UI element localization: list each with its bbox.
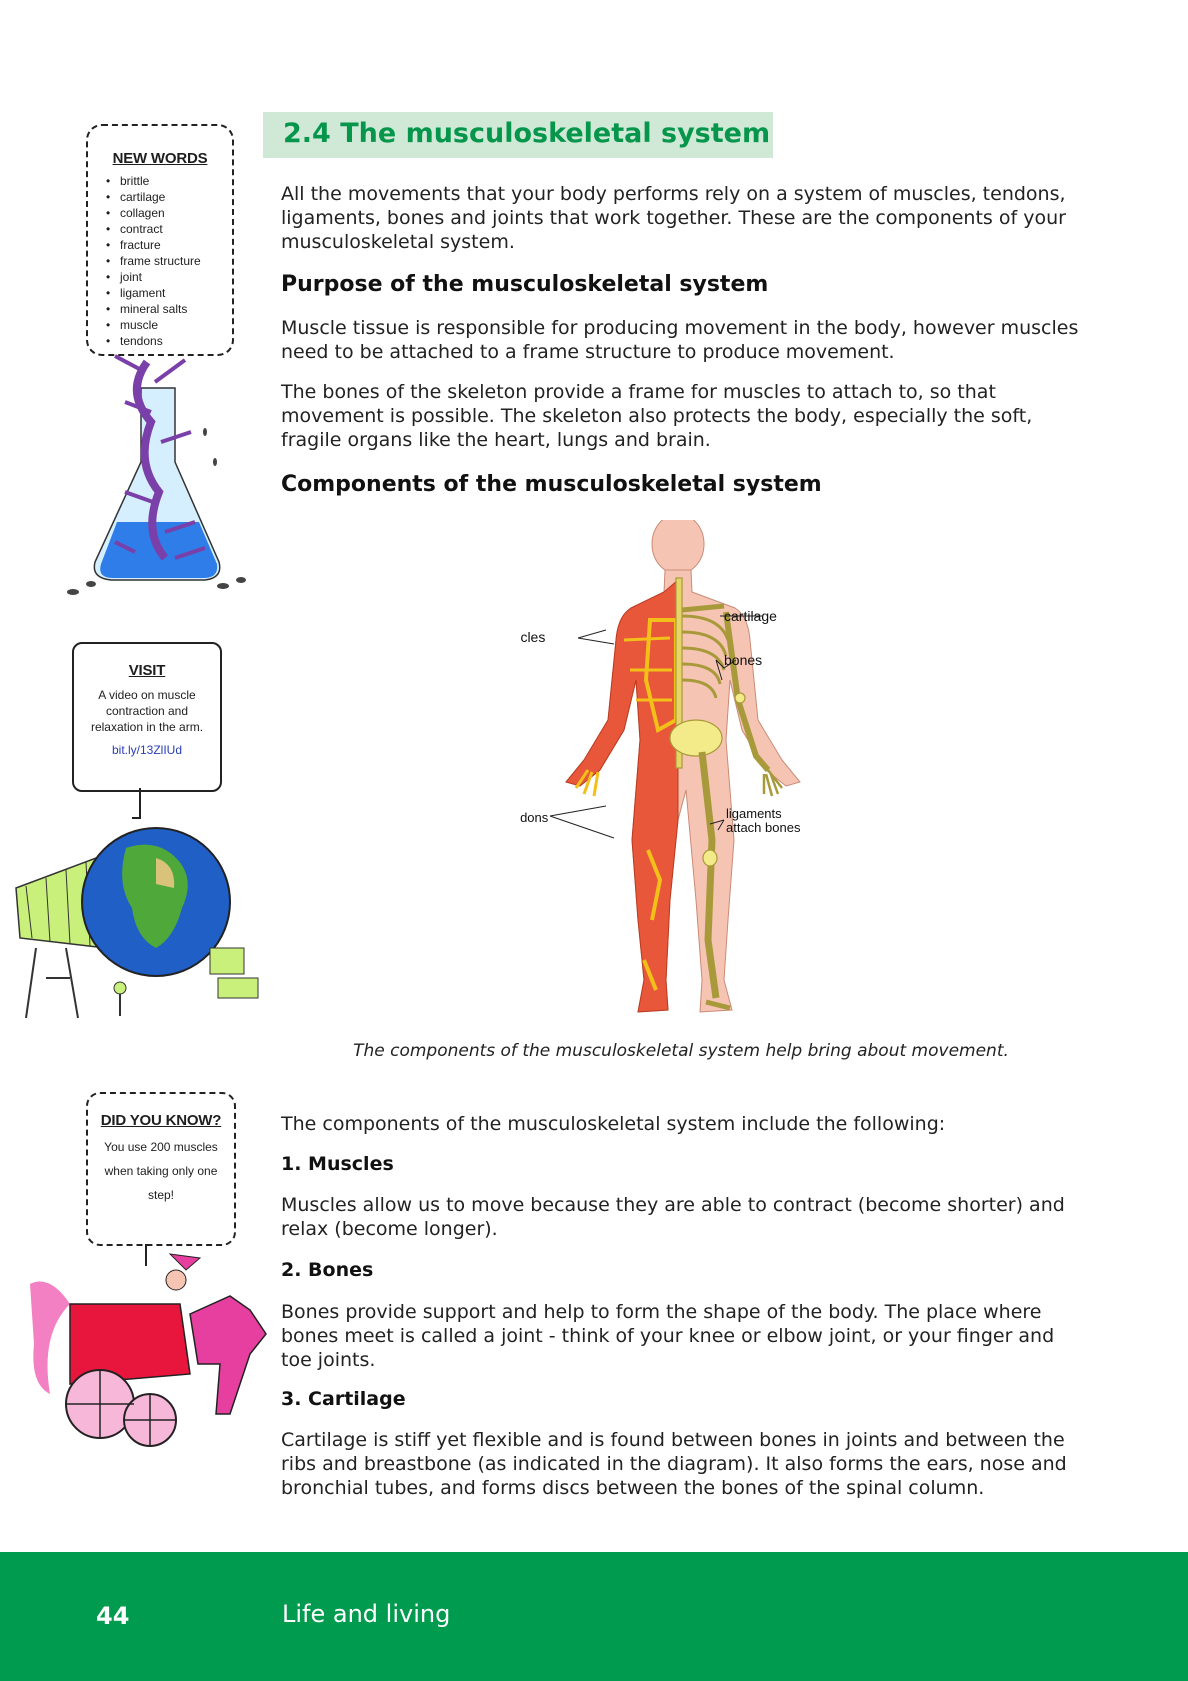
cartilage-heading: 3. Cartilage: [281, 1388, 406, 1410]
purpose-paragraph-2: The bones of the skeleton provide a fram…: [281, 381, 1033, 451]
label-ligaments-line1: ligaments: [726, 806, 782, 821]
new-words-box: NEW WORDS brittle cartilage collagen con…: [86, 124, 234, 356]
did-you-know-box: DID YOU KNOW? You use 200 muscles when t…: [86, 1092, 236, 1246]
new-word-item: tendons: [106, 333, 232, 349]
bones-heading: 2. Bones: [281, 1259, 374, 1281]
footer-title: Life and living: [282, 1600, 451, 1628]
cartilage-paragraph: Cartilage is stiff yet flexible and is f…: [281, 1429, 1067, 1499]
label-cartilage: cartilage: [724, 608, 777, 624]
page-number: 44: [96, 1602, 130, 1630]
new-word-item: joint: [106, 269, 232, 285]
components-heading: Components of the musculoskeletal system: [281, 472, 822, 497]
diagram-caption: The components of the musculoskeletal sy…: [353, 1041, 1009, 1061]
did-you-know-title: DID YOU KNOW?: [100, 1112, 222, 1129]
musculoskeletal-diagram: muscles cartilage bones tendons ligament…: [520, 520, 801, 1013]
label-bones: bones: [724, 652, 762, 668]
new-words-list: brittle cartilage collagen contract frac…: [88, 173, 232, 349]
label-lines: [549, 615, 762, 839]
visit-text: A video on muscle contraction and relaxa…: [90, 688, 204, 734]
visit-box: VISIT A video on muscle contraction and …: [72, 642, 222, 792]
visit-title: VISIT: [128, 662, 166, 679]
visit-link[interactable]: bit.ly/13ZlIUd: [111, 743, 183, 757]
intro-paragraph: All the movements that your body perform…: [281, 183, 1066, 253]
purpose-heading: Purpose of the musculoskeletal system: [281, 272, 769, 297]
new-word-item: mineral salts: [106, 301, 232, 317]
new-word-item: ligament: [106, 285, 232, 301]
components-intro: The components of the musculoskeletal sy…: [281, 1113, 946, 1135]
muscles-paragraph: Muscles allow us to move because they ar…: [281, 1194, 1065, 1240]
did-you-know-text: You use 200 muscles when taking only one…: [104, 1140, 218, 1202]
muscles-heading: 1. Muscles: [281, 1153, 394, 1175]
new-word-item: contract: [106, 221, 232, 237]
new-word-item: muscle: [106, 317, 232, 333]
new-word-item: brittle: [106, 173, 232, 189]
new-words-title: NEW WORDS: [112, 150, 208, 167]
purpose-paragraph-1: Muscle tissue is responsible for produci…: [281, 317, 1079, 363]
label-ligaments-line2: attach bones: [726, 820, 801, 835]
label-muscles: muscles: [520, 629, 545, 645]
new-word-item: fracture: [106, 237, 232, 253]
bones-paragraph: Bones provide support and help to form t…: [281, 1301, 1055, 1371]
label-tendons: tendons: [520, 810, 549, 825]
new-word-item: collagen: [106, 205, 232, 221]
section-heading: 2.4 The musculoskeletal system: [263, 112, 773, 158]
new-word-item: frame structure: [106, 253, 232, 269]
chariot-illustration: [30, 1244, 267, 1447]
new-word-item: cartilage: [106, 189, 232, 205]
globe-telescope-illustration: [15, 788, 259, 1019]
page-footer: 44 Life and living: [0, 1552, 1188, 1681]
flask-illustration: [67, 354, 246, 595]
section-title: 2.4 The musculoskeletal system: [283, 118, 771, 149]
skeleton-layer: [669, 577, 783, 1011]
muscle-layer: [565, 578, 679, 1013]
